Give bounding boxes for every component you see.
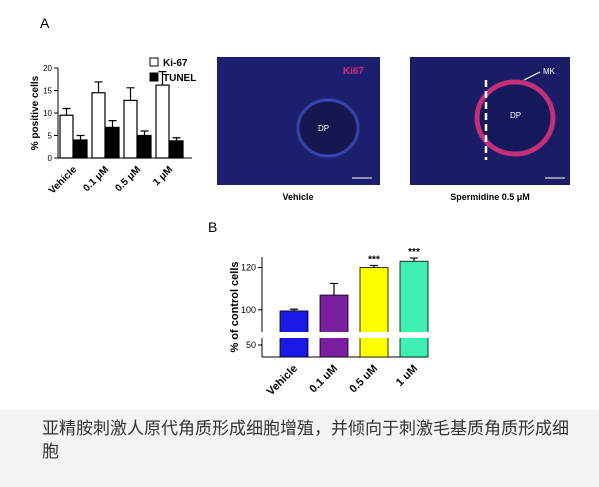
bar	[319, 294, 349, 358]
significance: ***	[368, 254, 380, 265]
error-bar	[62, 107, 71, 116]
bar	[91, 92, 106, 159]
error-bar	[172, 137, 181, 141]
region-label: DP	[510, 111, 521, 120]
region-label: MK	[543, 67, 556, 76]
bar	[73, 139, 88, 159]
error-bar	[158, 71, 167, 86]
error-bar	[140, 130, 149, 136]
bar	[399, 260, 429, 358]
bar	[359, 267, 389, 358]
y-tick-label: 50	[246, 340, 256, 350]
y-axis-label: % positive cells	[30, 75, 41, 150]
error-bar	[108, 120, 117, 128]
legend-label: Ki-67	[163, 58, 188, 69]
y-tick-label: 0	[48, 154, 53, 163]
figure: A B Ki67 DP Vehicle MK DP Spermidine 0.5…	[0, 0, 599, 410]
caption: 亚精胺刺激人原代角质形成细胞增殖，并倾向于刺激毛基质角质形成细胞	[42, 419, 569, 462]
legend-label: TUNEL	[163, 73, 196, 84]
error-bar	[94, 81, 103, 93]
error-bar	[330, 282, 338, 296]
legend-swatch	[149, 57, 159, 67]
y-tick-label: 15	[43, 87, 52, 96]
legend-swatch	[149, 72, 159, 82]
stain-label: Ki67	[343, 66, 365, 77]
y-tick-label: 20	[43, 64, 52, 73]
papilla	[296, 98, 360, 158]
error-bar	[126, 87, 135, 101]
y-tick-label: 10	[43, 109, 52, 118]
y-tick-label: 5	[48, 132, 53, 141]
bar	[123, 99, 138, 159]
bar	[169, 140, 184, 159]
region-label: DP	[318, 124, 329, 133]
bar	[155, 84, 170, 159]
panel-label: A	[40, 15, 50, 31]
panel-label: B	[208, 219, 217, 235]
error-bar	[370, 264, 378, 268]
error-bar	[410, 257, 418, 262]
bar	[105, 126, 120, 159]
papilla	[474, 79, 556, 157]
image-caption: Vehicle	[282, 192, 313, 202]
error-bar	[76, 134, 85, 140]
y-tick-label: 100	[241, 305, 256, 315]
bar	[137, 134, 152, 159]
y-tick-label: 120	[241, 263, 256, 273]
bar	[59, 114, 74, 159]
y-axis-label: % of control cells	[229, 261, 241, 352]
axis-break	[256, 332, 430, 338]
arrow	[523, 71, 541, 81]
significance: ***	[408, 247, 420, 258]
image-caption: Spermidine 0.5 μM	[450, 192, 530, 202]
error-bar	[290, 308, 298, 311]
